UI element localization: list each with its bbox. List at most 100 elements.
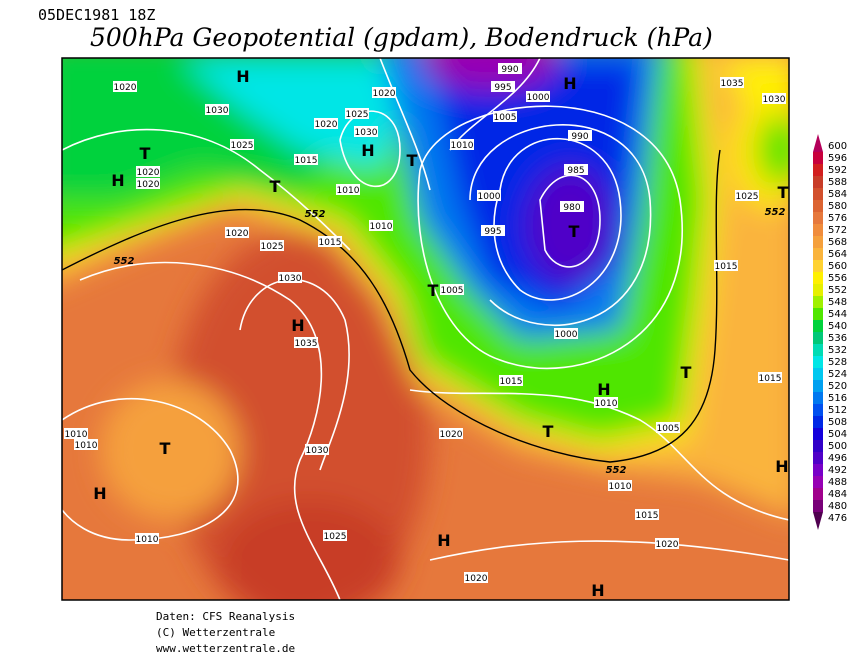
pressure-label: 1015 xyxy=(715,262,738,272)
colorbar-tick-label: 600 xyxy=(828,141,847,152)
pressure-label: 1010 xyxy=(451,141,474,151)
pressure-label: 1015 xyxy=(636,511,659,521)
pressure-label-bg xyxy=(294,154,318,165)
pressure-center: H xyxy=(591,581,604,600)
pressure-label: 990 xyxy=(571,132,588,142)
pressure-label-bg xyxy=(205,104,229,115)
colorbar-swatch xyxy=(813,272,823,284)
colorbar-swatch xyxy=(813,488,823,500)
pressure-label-bg xyxy=(477,190,501,201)
colorbar-swatch xyxy=(813,248,823,260)
pressure-label: 1020 xyxy=(440,430,463,440)
colorbar-swatch xyxy=(813,512,823,530)
pressure-label: 1025 xyxy=(736,192,759,202)
colorbar-tick-label: 584 xyxy=(828,189,847,200)
colorbar-tick-label: 576 xyxy=(828,213,847,224)
contour-label: 552 xyxy=(305,209,326,220)
colorbar-tick-label: 544 xyxy=(828,309,847,320)
colorbar-swatch xyxy=(813,380,823,392)
pressure-label: 1005 xyxy=(494,113,517,123)
pressure-label-bg xyxy=(345,108,369,119)
pressure-label-bg xyxy=(714,260,738,271)
pressure-label-bg xyxy=(735,190,759,201)
pressure-center: H xyxy=(775,457,788,476)
pressure-label: 1020 xyxy=(114,83,137,93)
pressure-center: T xyxy=(407,151,418,170)
pressure-label: 1030 xyxy=(206,106,229,116)
pressure-label-bg xyxy=(439,428,463,439)
colorbar-swatch xyxy=(813,212,823,224)
contour-label: 552 xyxy=(114,256,135,267)
pressure-label: 1015 xyxy=(295,156,318,166)
pressure-label: 1020 xyxy=(373,89,396,99)
pressure-label-bg xyxy=(278,272,302,283)
colorbar-tick-label: 552 xyxy=(828,285,847,296)
colorbar-tick-label: 564 xyxy=(828,249,847,260)
pressure-center: H xyxy=(291,316,304,335)
pressure-label-bg xyxy=(230,139,254,150)
pressure-label-bg xyxy=(305,444,329,455)
pressure-center: H xyxy=(111,171,124,190)
pressure-label-bg xyxy=(135,533,159,544)
pressure-center: T xyxy=(270,177,281,196)
pressure-label: 1030 xyxy=(279,274,302,284)
pressure-label-bg xyxy=(594,397,618,408)
pressure-label-bg xyxy=(493,111,517,122)
footer-line: www.wetterzentrale.de xyxy=(156,642,295,655)
pressure-label-bg xyxy=(225,227,249,238)
pressure-label-bg xyxy=(481,225,505,236)
colorbar-swatch xyxy=(813,236,823,248)
colorbar-swatch xyxy=(813,224,823,236)
pressure-label: 1025 xyxy=(346,110,369,120)
pressure-label-bg xyxy=(656,422,680,433)
footer-line: Daten: CFS Reanalysis xyxy=(156,610,295,623)
colorbar-swatch xyxy=(813,356,823,368)
colorbar-swatch xyxy=(813,332,823,344)
pressure-label: 1015 xyxy=(759,374,782,384)
pressure-label-bg xyxy=(336,184,360,195)
pressure-label-bg xyxy=(450,139,474,150)
pressure-label: 1020 xyxy=(137,180,160,190)
pressure-label: 1030 xyxy=(355,128,378,138)
colorbar-tick-label: 520 xyxy=(828,381,847,392)
pressure-label-bg xyxy=(64,428,88,439)
pressure-label-bg xyxy=(323,530,347,541)
colorbar-swatch xyxy=(813,320,823,332)
colorbar-swatch xyxy=(813,296,823,308)
pressure-center: T xyxy=(778,183,789,202)
colorbar-swatch xyxy=(813,392,823,404)
pressure-label-bg xyxy=(762,93,786,104)
pressure-label: 1015 xyxy=(319,238,342,248)
colorbar-tick-label: 508 xyxy=(828,417,847,428)
colorbar-swatch xyxy=(813,476,823,488)
pressure-label: 1010 xyxy=(595,399,618,409)
colorbar-swatch xyxy=(813,452,823,464)
colorbar-tick-label: 484 xyxy=(828,489,847,500)
pressure-label: 1020 xyxy=(137,168,160,178)
pressure-center: T xyxy=(681,363,692,382)
colorbar-swatch xyxy=(813,152,823,164)
pressure-center: T xyxy=(569,222,580,241)
footer-line: (C) Wetterzentrale xyxy=(156,626,275,639)
pressure-label-bg xyxy=(635,509,659,520)
colorbar-swatch xyxy=(813,416,823,428)
pressure-label: 1000 xyxy=(527,93,550,103)
pressure-center: H xyxy=(361,141,374,160)
colorbar-tick-label: 536 xyxy=(828,333,847,344)
pressure-label: 1035 xyxy=(295,339,318,349)
pressure-label-bg xyxy=(568,130,592,141)
pressure-label: 985 xyxy=(567,166,584,176)
colorbar-swatch xyxy=(813,440,823,452)
pressure-label: 1015 xyxy=(500,377,523,387)
pressure-label-bg xyxy=(136,166,160,177)
pressure-label: 1000 xyxy=(555,330,578,340)
pressure-label: 1010 xyxy=(136,535,159,545)
colorbar-tick-label: 496 xyxy=(828,453,847,464)
colorbar-swatch xyxy=(813,284,823,296)
pressure-label-bg xyxy=(136,178,160,189)
pressure-label: 1010 xyxy=(65,430,88,440)
colorbar-swatch xyxy=(813,404,823,416)
colorbar-swatch xyxy=(813,200,823,212)
pressure-label: 1010 xyxy=(337,186,360,196)
